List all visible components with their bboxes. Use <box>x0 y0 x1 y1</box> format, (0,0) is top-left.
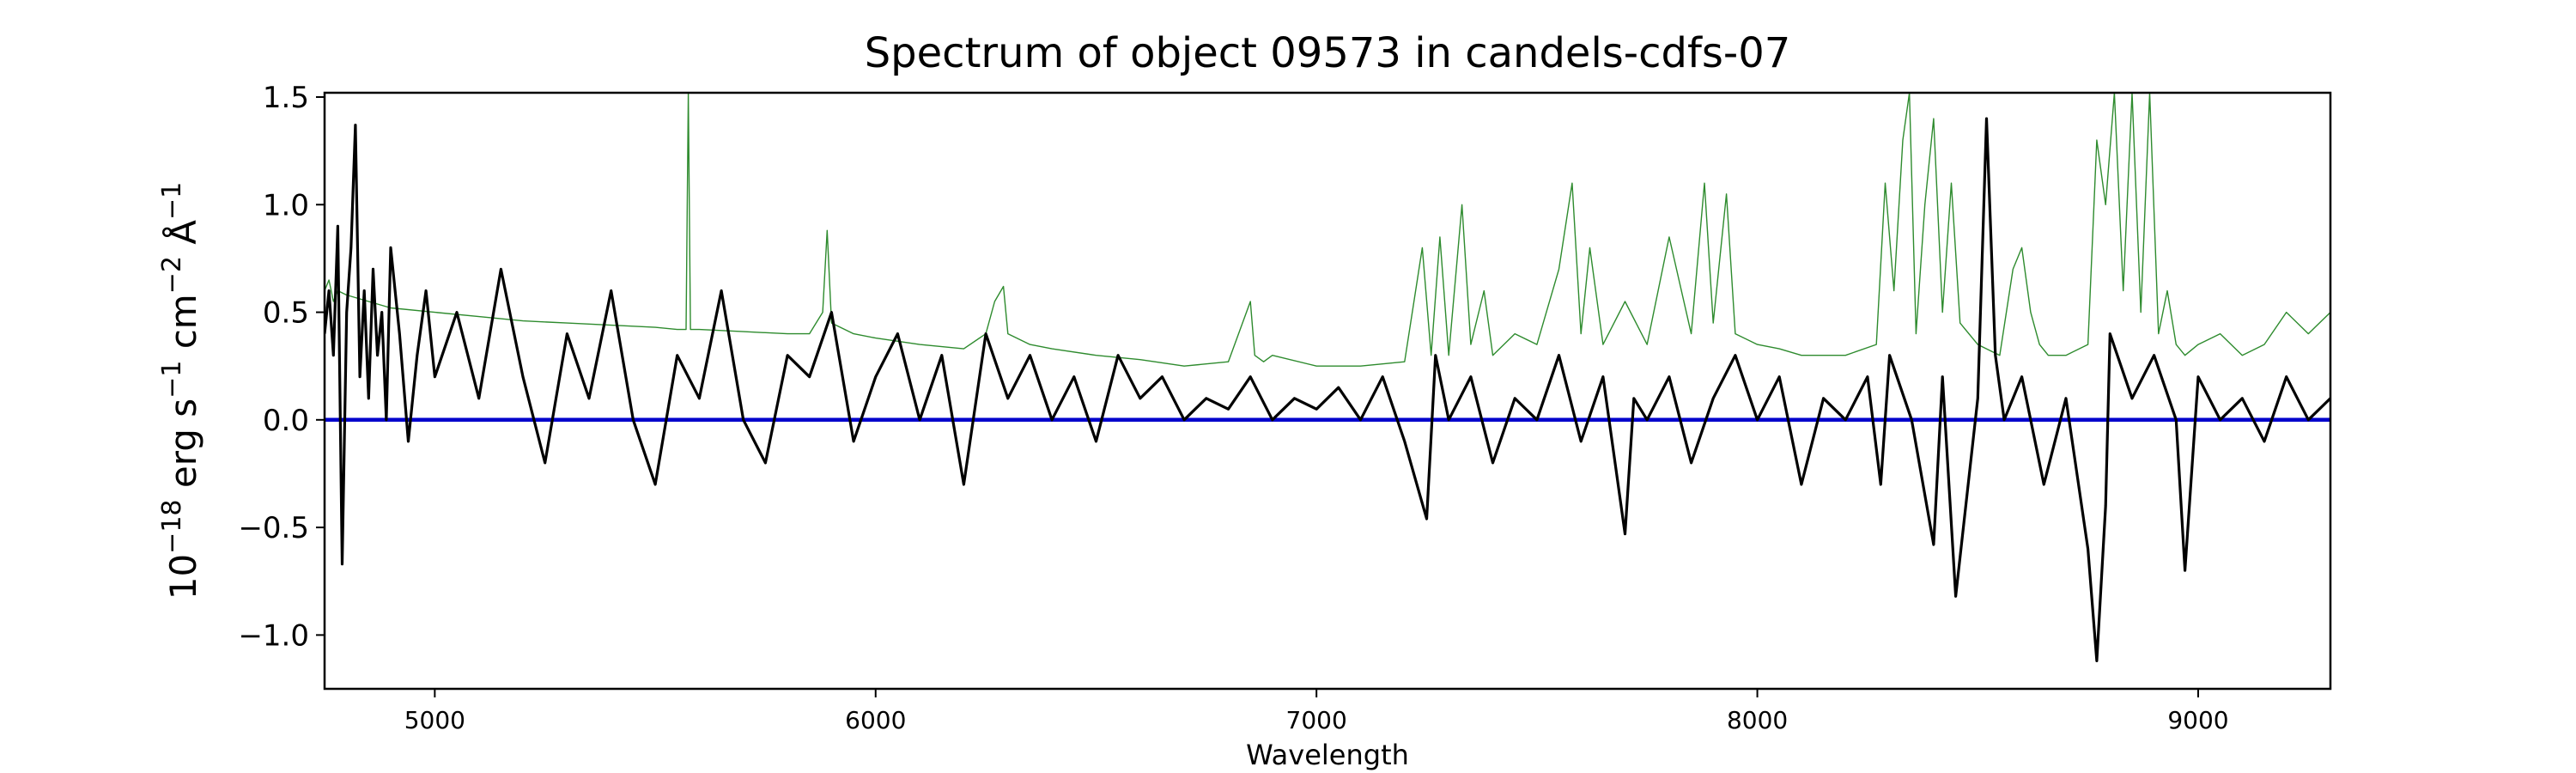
x-tick-label: 9000 <box>2167 706 2228 734</box>
y-label-base: 10 <box>162 554 204 600</box>
x-axis-label: Wavelength <box>1246 739 1409 771</box>
y-tick-label: 1.0 <box>263 188 309 222</box>
y-axis: −1.0 −0.5 0.0 0.5 1.0 1.5 <box>238 81 325 653</box>
y-label-exp1: −18 <box>157 500 187 554</box>
chart-title: Spectrum of object 09573 in candels-cdfs… <box>865 29 1791 77</box>
model-series-line <box>325 93 2330 367</box>
y-tick-label: 1.5 <box>263 81 309 115</box>
flux-series-line <box>325 117 2330 663</box>
y-label-exp3: −2 <box>157 256 187 294</box>
y-tick-label: 0.0 <box>263 404 309 438</box>
x-axis: 5000 6000 7000 8000 9000 <box>404 689 2229 734</box>
y-axis-label: 10−18 erg s−1 cm−2 Å−1 <box>157 182 204 600</box>
x-tick-label: 6000 <box>845 706 906 734</box>
y-label-exp2: −1 <box>157 361 187 399</box>
y-tick-label: −0.5 <box>238 511 309 545</box>
series-layer <box>325 93 2330 663</box>
plot-frame <box>323 91 2332 691</box>
y-label-unit3: Å <box>161 220 204 256</box>
y-label-exp4: −1 <box>157 182 187 220</box>
x-tick-label: 8000 <box>1727 706 1788 734</box>
y-label-unit1: erg s <box>162 399 204 500</box>
x-tick-label: 7000 <box>1286 706 1347 734</box>
y-label-unit2: cm <box>162 294 204 360</box>
y-tick-label: −1.0 <box>238 618 309 653</box>
y-tick-label: 0.5 <box>263 296 309 331</box>
x-tick-label: 5000 <box>404 706 465 734</box>
